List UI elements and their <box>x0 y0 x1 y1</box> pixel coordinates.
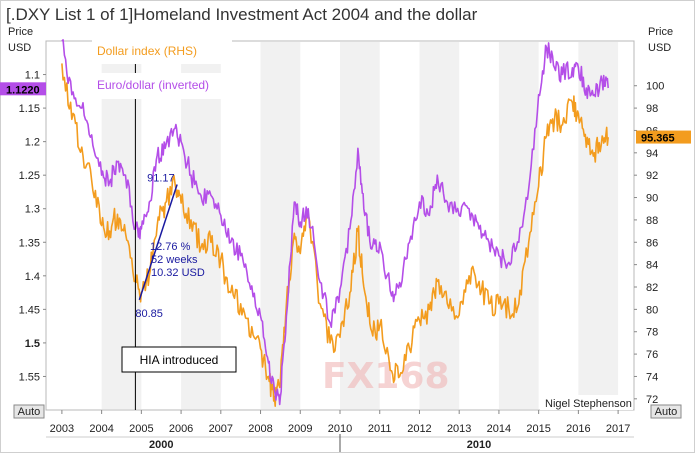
left-tick-label: 1.45 <box>19 304 40 316</box>
left-last-value: 1.1220 <box>6 84 40 96</box>
year-band <box>578 42 619 409</box>
right-axis-ticks: 1009896949290888684828078767472 <box>634 81 664 406</box>
x-tick-label: 2016 <box>566 423 590 435</box>
legend-item-euro-box <box>92 73 232 99</box>
legend-dollar-index: Dollar index (RHS) <box>97 44 197 58</box>
right-tick-label: 84 <box>646 260 658 272</box>
hia-label: HIA introduced <box>140 353 219 367</box>
right-tick-label: 78 <box>646 327 658 339</box>
right-axis-unit: USD <box>648 42 671 54</box>
x-tick-label: 2008 <box>248 423 272 435</box>
left-tick-label: 1.55 <box>19 371 40 383</box>
chart-title: [.DXY List 1 of 1]Homeland Investment Ac… <box>6 5 478 24</box>
annotation-usd: 10.32 USD <box>151 267 205 279</box>
left-tick-label: 1.25 <box>19 170 40 182</box>
x-axis-ticks: 2003 2004 2005 2006 2007 2008 2009 2010 2011 2012… <box>46 410 634 452</box>
series-line-dollar-index <box>61 63 609 407</box>
year-band <box>260 42 301 409</box>
x-tick-label: 2017 <box>606 423 630 435</box>
right-last-value: 95.365 <box>641 133 675 145</box>
year-band <box>498 42 539 409</box>
annotation-weeks: 52 weeks <box>151 254 198 266</box>
left-last-value-badge <box>0 82 46 96</box>
credit: Nigel Stephenson <box>545 398 632 410</box>
x-tick-label: 2006 <box>169 423 193 435</box>
annotation-high-value: 91.17 <box>147 172 175 184</box>
right-tick-label: 100 <box>646 81 664 93</box>
right-tick-label: 86 <box>646 237 658 249</box>
legend-item-dollar-box <box>92 40 232 64</box>
right-axis-label: Price <box>648 26 673 38</box>
right-tick-label: 76 <box>646 349 658 361</box>
auto-left-button[interactable] <box>13 404 45 419</box>
left-axis-unit: USD <box>8 42 31 54</box>
right-tick-label: 80 <box>646 304 658 316</box>
right-tick-label: 74 <box>646 371 658 383</box>
auto-right-label: Auto <box>655 406 678 418</box>
hia-label-box <box>121 346 237 373</box>
right-tick-label: 82 <box>646 282 658 294</box>
left-tick-label: 1.3 <box>25 204 40 216</box>
auto-left-label: Auto <box>18 406 41 418</box>
series-line-euro-dollar <box>61 39 609 406</box>
x-tick-label: 2013 <box>447 423 471 435</box>
left-axis-label: Price <box>8 26 33 38</box>
watermark-text: FX168 <box>322 356 450 397</box>
right-tick-label: 90 <box>646 193 658 205</box>
x-tick-label: 2011 <box>368 423 392 435</box>
annotation-low-value: 80.85 <box>135 308 163 320</box>
auto-right-button[interactable] <box>650 404 682 419</box>
right-tick-label: 94 <box>646 148 658 160</box>
left-tick-label: 1.15 <box>19 103 40 115</box>
right-tick-label: 88 <box>646 215 658 227</box>
x-tick-label: 2007 <box>209 423 233 435</box>
right-tick-label: 92 <box>646 170 658 182</box>
right-last-value-badge <box>636 130 691 144</box>
left-axis-ticks: 1.1 1.15 1.2 1.25 1.3 1.35 1.4 1.45 1.5 1.55 <box>19 70 46 383</box>
watermark: FX168 <box>322 356 450 397</box>
left-tick-label: 1.5 <box>25 338 40 350</box>
decade-label: 2010 <box>467 439 491 451</box>
decade-label: 2000 <box>149 439 173 451</box>
x-tick-label: 2004 <box>89 423 113 435</box>
left-tick-label: 1.35 <box>19 237 40 249</box>
left-tick-label: 1.1 <box>25 70 40 82</box>
x-tick-label: 2005 <box>129 423 153 435</box>
x-tick-label: 2009 <box>288 423 312 435</box>
measure-line <box>138 184 178 301</box>
left-tick-label: 1.2 <box>25 137 40 149</box>
year-band <box>419 42 460 409</box>
credit-box <box>540 395 633 410</box>
left-tick-label: 1.4 <box>25 271 40 283</box>
right-tick-label: 98 <box>646 103 658 115</box>
annotation-pct: 12.76 % <box>150 241 191 253</box>
right-tick-label: 72 <box>646 394 658 406</box>
x-tick-label: 2014 <box>487 423 511 435</box>
legend-euro-dollar: Euro/dollar (inverted) <box>97 78 209 92</box>
x-tick-label: 2015 <box>526 423 550 435</box>
x-tick-label: 2010 <box>328 423 352 435</box>
x-tick-label: 2012 <box>407 423 431 435</box>
x-tick-label: 2003 <box>50 423 74 435</box>
year-band <box>340 42 380 409</box>
